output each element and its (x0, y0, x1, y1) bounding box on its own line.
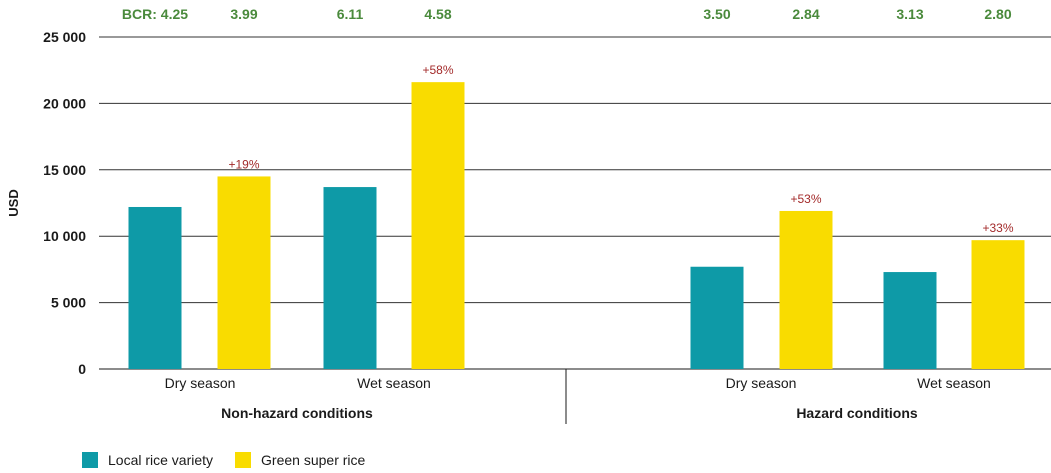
y-tick-label: 15 000 (43, 162, 86, 178)
group-label: Hazard conditions (796, 405, 918, 421)
category-label: Wet season (357, 375, 431, 391)
bar-green (971, 240, 1025, 369)
bcr-label: 2.84 (792, 6, 819, 22)
bar-local (690, 266, 744, 369)
bar-green (779, 210, 833, 369)
y-tick-label: 20 000 (43, 95, 86, 111)
y-tick-label: 5 000 (51, 295, 86, 311)
legend: Local rice variety Green super rice (82, 452, 387, 468)
percent-change-label: +19% (228, 157, 259, 171)
legend-label-local: Local rice variety (108, 452, 214, 468)
percent-change-label: +53% (790, 192, 821, 206)
bar-local (128, 206, 182, 369)
category-label: Dry season (726, 375, 797, 391)
bar-local (323, 187, 377, 369)
y-tick-label: 0 (78, 361, 86, 377)
legend-item-local: Local rice variety (82, 452, 213, 468)
category-label: Wet season (917, 375, 991, 391)
legend-swatch-green (235, 452, 252, 468)
bcr-label: 4.58 (424, 6, 451, 22)
category-label: Dry season (165, 375, 236, 391)
bcr-label: BCR: 4.25 (122, 6, 188, 22)
legend-label-green: Green super rice (261, 452, 366, 468)
bar-local (883, 272, 937, 369)
percent-change-label: +33% (982, 221, 1013, 235)
y-tick-label: 10 000 (43, 228, 86, 244)
y-axis-label: USD (6, 189, 21, 216)
bar-green (217, 176, 271, 369)
group-label: Non-hazard conditions (221, 405, 373, 421)
legend-item-green: Green super rice (235, 452, 365, 468)
bcr-label: 2.80 (984, 6, 1011, 22)
bcr-label: 3.50 (703, 6, 730, 22)
legend-swatch-local (82, 452, 98, 468)
y-tick-label: 25 000 (43, 29, 86, 45)
bcr-label: 6.11 (337, 6, 364, 22)
bcr-label: 3.13 (896, 6, 923, 22)
bcr-label: 3.99 (230, 6, 257, 22)
percent-change-label: +58% (422, 63, 453, 77)
bar-green (411, 82, 465, 369)
